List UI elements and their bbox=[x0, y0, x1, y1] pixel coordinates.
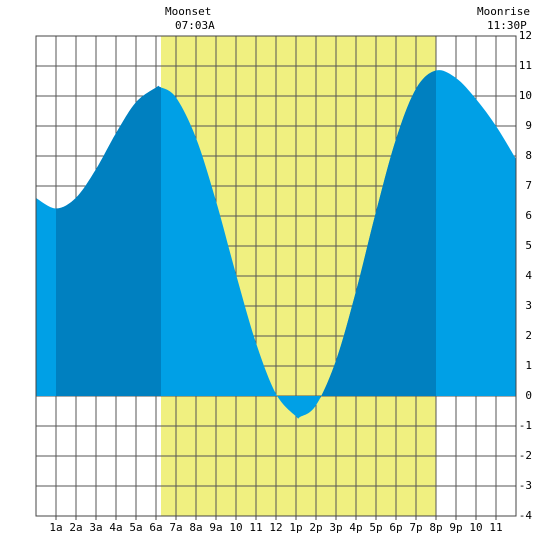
x-tick-label: 1a bbox=[49, 521, 62, 534]
x-tick-label: 7p bbox=[409, 521, 422, 534]
x-tick-label: 3a bbox=[89, 521, 102, 534]
x-tick-label: 5p bbox=[369, 521, 382, 534]
shaded-range bbox=[56, 70, 161, 419]
x-tick-label: 5a bbox=[129, 521, 142, 534]
y-tick-label: 6 bbox=[525, 209, 532, 222]
y-tick-label: 10 bbox=[519, 89, 532, 102]
x-tick-label: 9a bbox=[209, 521, 222, 534]
x-tick-label: 11 bbox=[489, 521, 502, 534]
x-tick-label: 6p bbox=[389, 521, 402, 534]
y-tick-label: 11 bbox=[519, 59, 532, 72]
y-tick-label: -1 bbox=[519, 419, 532, 432]
x-tick-label: 9p bbox=[449, 521, 462, 534]
x-tick-label: 11 bbox=[249, 521, 262, 534]
annotation-time: 11:30P bbox=[487, 19, 527, 32]
annotation-time: 07:03A bbox=[175, 19, 215, 32]
y-tick-label: -3 bbox=[519, 479, 532, 492]
x-tick-label: 3p bbox=[329, 521, 342, 534]
x-tick-label: 8p bbox=[429, 521, 442, 534]
x-tick-label: 12 bbox=[269, 521, 282, 534]
x-tick-label: 10 bbox=[469, 521, 482, 534]
x-tick-label: 2a bbox=[69, 521, 82, 534]
annotation-label: Moonset bbox=[165, 5, 211, 18]
x-tick-label: 2p bbox=[309, 521, 322, 534]
x-tick-label: 10 bbox=[229, 521, 242, 534]
y-tick-label: 5 bbox=[525, 239, 532, 252]
x-tick-label: 6a bbox=[149, 521, 162, 534]
x-tick-label: 4p bbox=[349, 521, 362, 534]
x-tick-label: 7a bbox=[169, 521, 182, 534]
y-tick-label: -2 bbox=[519, 449, 532, 462]
y-tick-label: 8 bbox=[525, 149, 532, 162]
y-tick-label: 3 bbox=[525, 299, 532, 312]
y-tick-label: -4 bbox=[519, 509, 533, 522]
y-tick-label: 9 bbox=[525, 119, 532, 132]
y-tick-label: 7 bbox=[525, 179, 532, 192]
annotation-label: Moonrise bbox=[477, 5, 530, 18]
y-tick-label: 4 bbox=[525, 269, 532, 282]
y-tick-label: 2 bbox=[525, 329, 532, 342]
x-tick-label: 4a bbox=[109, 521, 122, 534]
x-tick-label: 8a bbox=[189, 521, 202, 534]
x-tick-label: 1p bbox=[289, 521, 302, 534]
y-tick-label: 1 bbox=[525, 359, 532, 372]
y-tick-label: 0 bbox=[525, 389, 532, 402]
y-tick-label: 12 bbox=[519, 29, 532, 42]
